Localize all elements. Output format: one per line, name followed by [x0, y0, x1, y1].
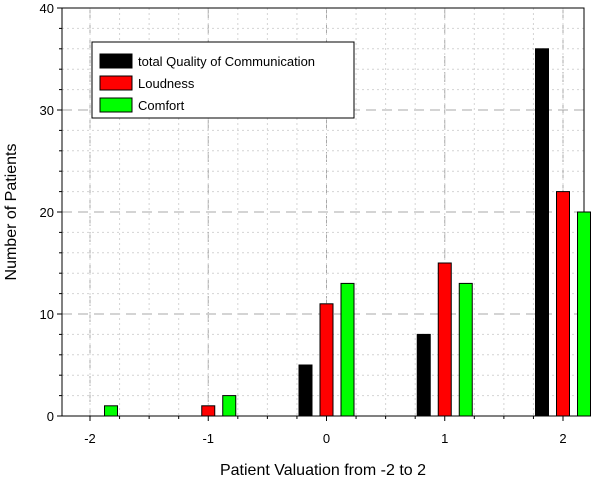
x-tick-label: 2	[559, 431, 566, 446]
bars	[104, 48, 591, 417]
bar	[535, 48, 549, 417]
y-axis-title: Number of Patients	[3, 144, 20, 281]
legend-label: Comfort	[138, 98, 185, 113]
y-axis: 0 10 20 30 40	[40, 1, 62, 424]
bar	[104, 405, 118, 417]
y-tick-label: 40	[40, 1, 54, 16]
legend-box	[91, 41, 355, 119]
bar	[416, 333, 431, 417]
bar	[319, 303, 334, 417]
bar	[437, 262, 452, 417]
legend-swatch	[99, 75, 133, 91]
legend: total Quality of Communication Loudness Co…	[91, 41, 355, 119]
legend-label: total Quality of Communication	[138, 54, 315, 69]
x-axis-title: Patient Valuation from -2 to 2	[220, 462, 426, 479]
x-tick-label: 1	[441, 431, 448, 446]
x-tick-label: 0	[323, 431, 330, 446]
y-tick-label: 10	[40, 307, 54, 322]
x-tick-label: -2	[84, 431, 96, 446]
bar	[556, 191, 570, 417]
bar	[201, 405, 216, 417]
y-tick-label: 0	[47, 409, 54, 424]
bar	[458, 282, 473, 417]
x-axis: -2 -1 0 1 2	[84, 416, 567, 446]
bar	[577, 211, 591, 417]
legend-label: Loudness	[138, 76, 195, 91]
bar	[222, 395, 237, 417]
bar	[298, 364, 313, 417]
x-tick-label: -1	[202, 431, 214, 446]
y-tick-label: 30	[40, 103, 54, 118]
y-tick-label: 20	[40, 205, 54, 220]
legend-swatch	[99, 97, 133, 113]
legend-swatch	[99, 53, 133, 69]
bar	[340, 282, 355, 417]
